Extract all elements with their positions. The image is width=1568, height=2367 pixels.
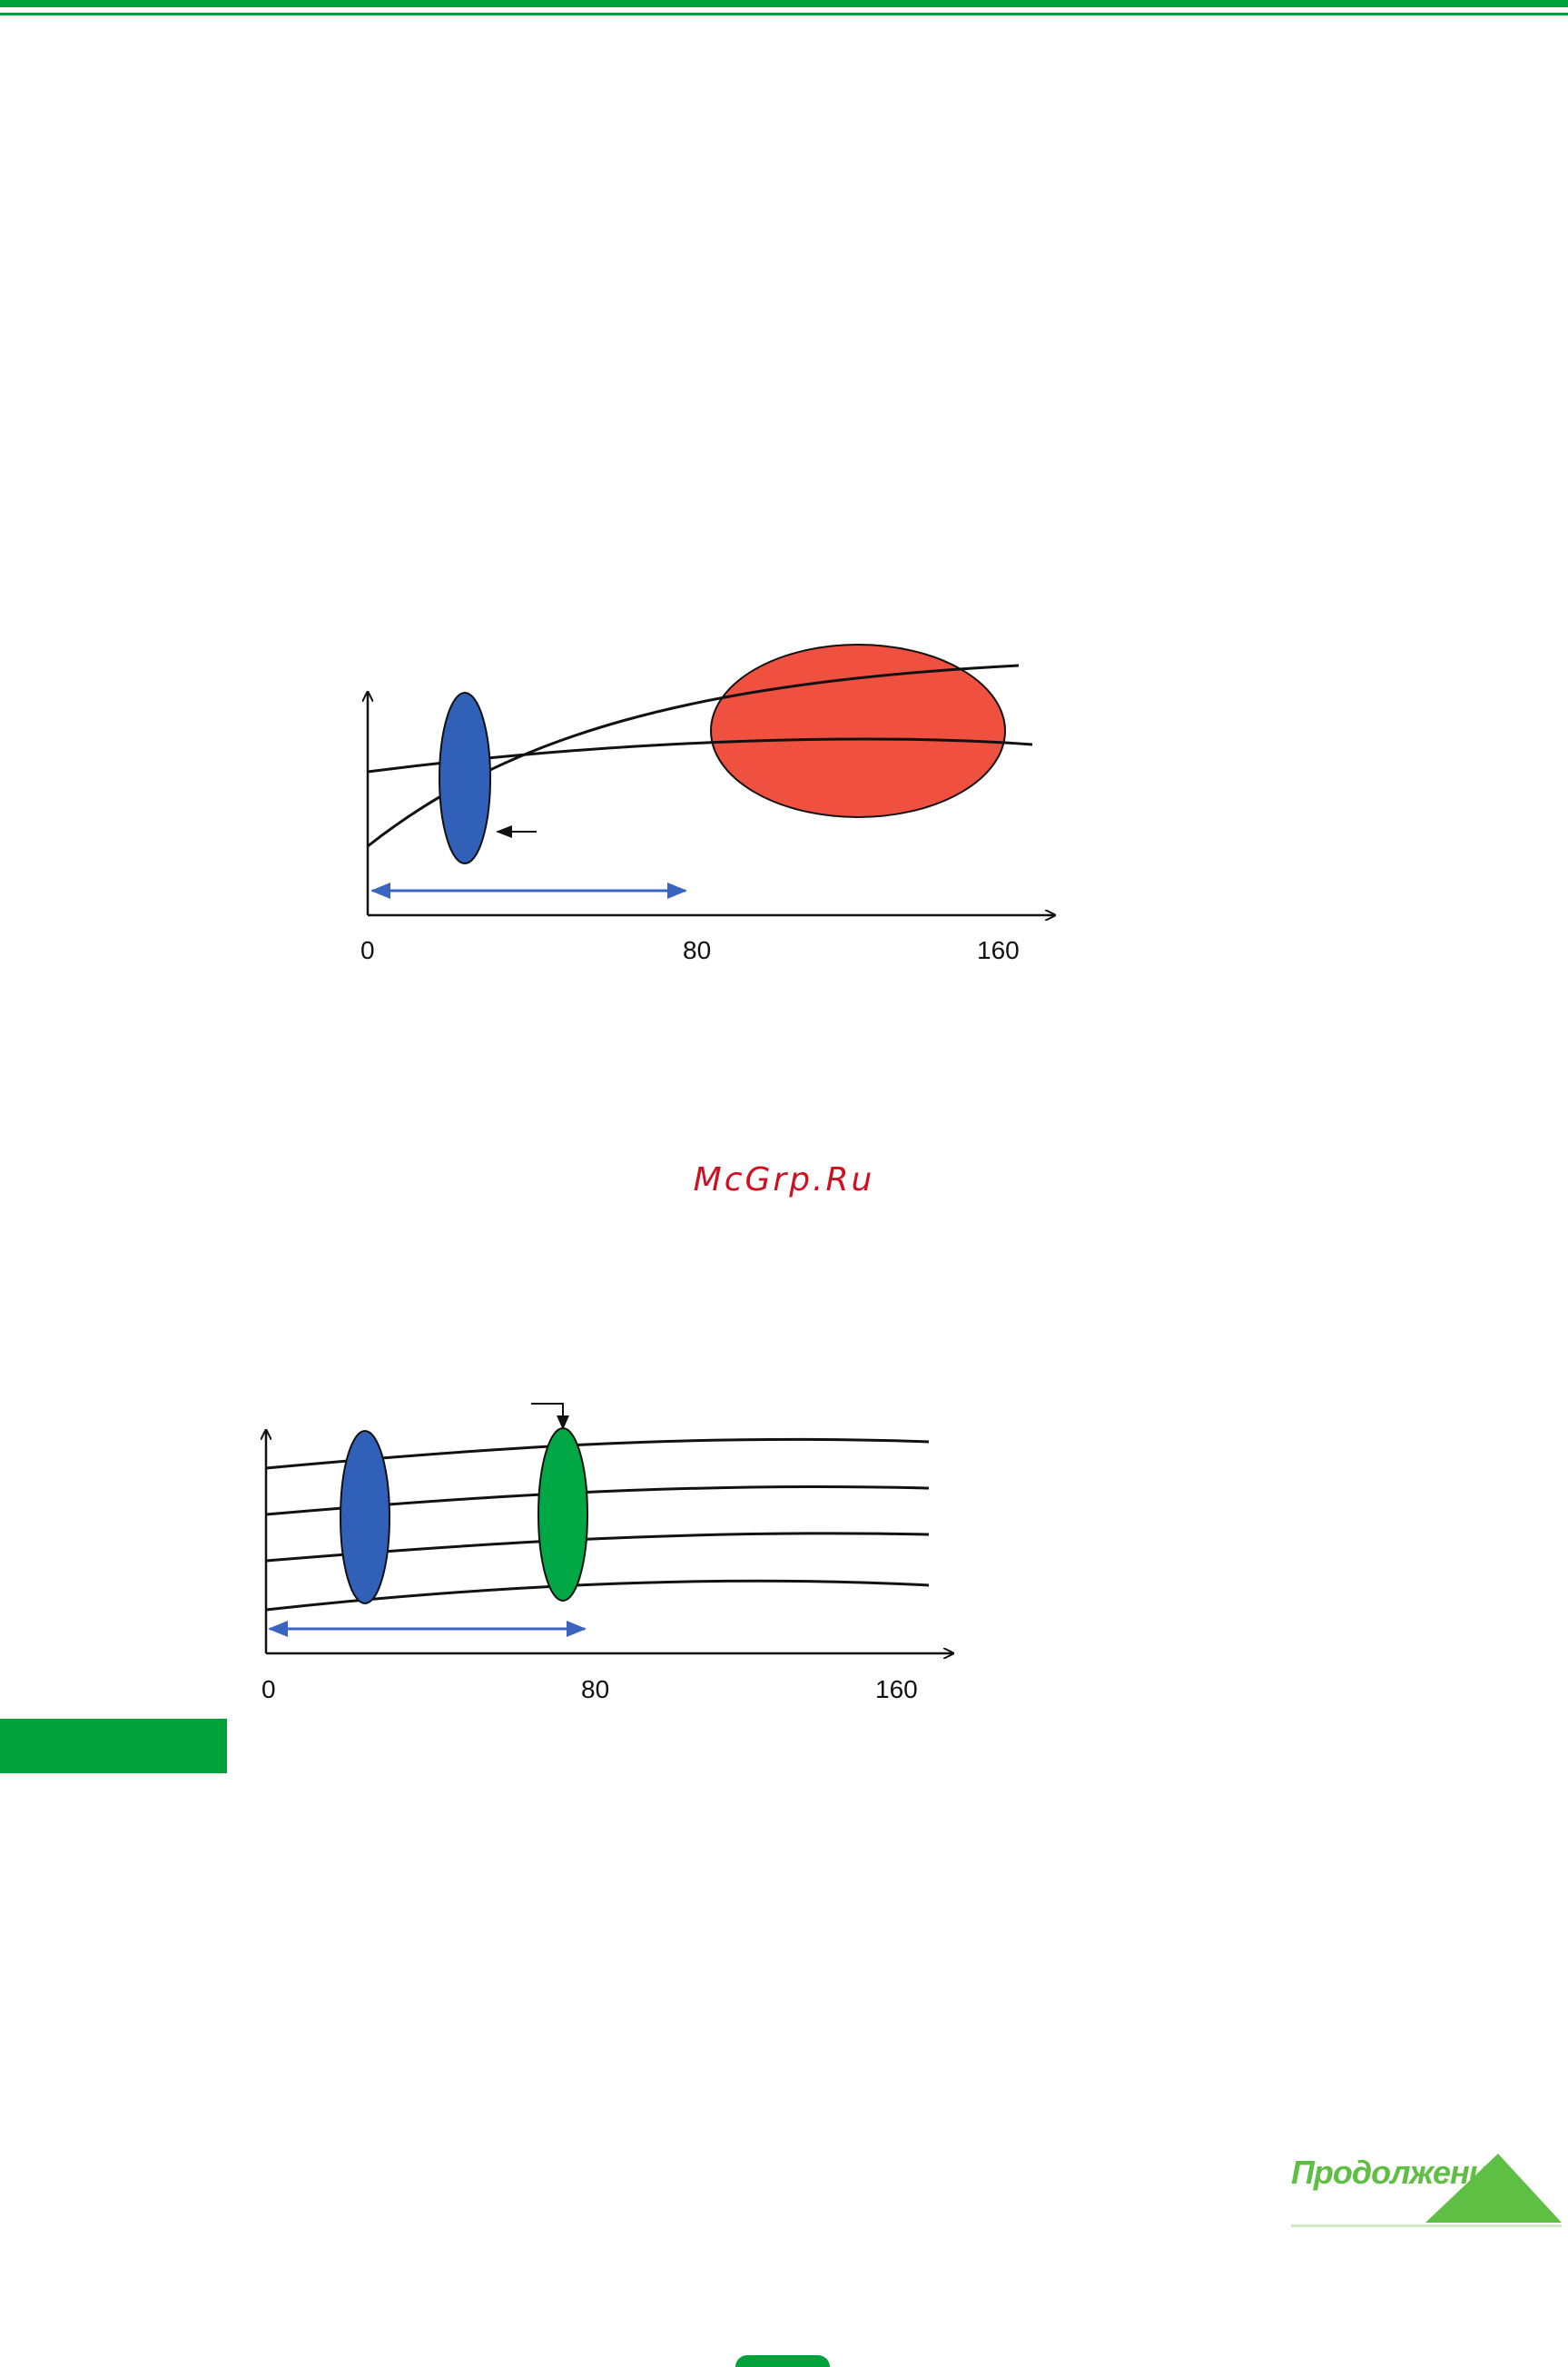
section-tab (0, 1719, 227, 1773)
continue-underline (1291, 2224, 1562, 2227)
triangle-right-icon (1425, 2154, 1562, 2223)
diagram-top: 0 80 160 (360, 644, 1055, 964)
x-tick-label: 80 (683, 936, 711, 964)
x-tick-label: 0 (261, 1675, 276, 1703)
curve-4 (265, 1579, 930, 1612)
x-tick-label: 80 (581, 1675, 609, 1703)
page-number-tab (735, 2355, 830, 2367)
header-rule-thin (0, 13, 1568, 15)
mid-range-ellipse (537, 1427, 588, 1602)
low-range-ellipse (340, 1430, 390, 1604)
watermark: McGrp.Ru (693, 1161, 875, 1198)
diagram-bottom: 0 80 160 (261, 1403, 953, 1703)
continue-button[interactable]: Продолжение (1289, 2154, 1562, 2227)
x-tick-label: 160 (977, 936, 1020, 964)
x-tick-label: 160 (875, 1675, 918, 1703)
curve-rising (367, 664, 1020, 848)
pointer-arrow (531, 1403, 564, 1425)
pointer-arrow-head (557, 1415, 569, 1430)
high-range-ellipse (710, 644, 1006, 818)
header-rule-thick (0, 0, 1568, 7)
low-range-ellipse (439, 692, 491, 864)
x-tick-label: 0 (360, 936, 375, 964)
